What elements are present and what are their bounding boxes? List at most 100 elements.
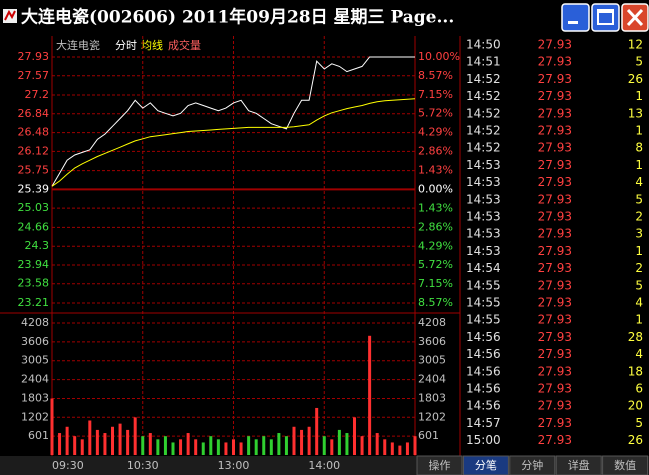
- tick-volume: 20: [628, 399, 643, 413]
- tick-volume: 4: [635, 296, 643, 310]
- y-tick-label: 1202: [21, 410, 49, 423]
- y2-tick-label: 1.43%: [418, 201, 453, 214]
- maximize-button[interactable]: [591, 3, 620, 32]
- y2-tick-label: 3606: [418, 335, 446, 348]
- volume-bar: [186, 433, 190, 455]
- tick-time: 14:53: [466, 175, 501, 189]
- tick-price: 27.93: [538, 433, 572, 447]
- volume-bar: [58, 433, 62, 455]
- volume-bar: [315, 407, 319, 455]
- volume-bar: [111, 426, 114, 455]
- y-tick-label: 3005: [21, 354, 49, 367]
- tick-price: 27.93: [538, 347, 572, 361]
- y2-tick-label: 4.29%: [418, 126, 453, 139]
- tab[interactable]: [602, 455, 649, 475]
- minimize-button[interactable]: [561, 3, 590, 32]
- tick-price: 27.93: [538, 227, 572, 241]
- tick-volume: 4: [635, 347, 643, 361]
- tick-price: 27.93: [538, 89, 572, 103]
- volume-bar: [247, 436, 251, 455]
- tick-volume: 5: [635, 192, 643, 206]
- volume-bar: [73, 436, 77, 455]
- tick-price: 27.93: [538, 399, 572, 413]
- tick-time: 14:56: [466, 347, 501, 361]
- y-tick-label: 25.75: [18, 164, 50, 177]
- tick-volume: 4: [635, 175, 643, 189]
- tab-label[interactable]: 分钟: [521, 458, 543, 472]
- tick-volume: 28: [628, 330, 643, 344]
- volume-bar: [239, 442, 243, 455]
- tick-time: 14:51: [466, 55, 501, 69]
- tick-price: 27.93: [538, 210, 572, 224]
- tab-label[interactable]: 操作: [429, 458, 451, 472]
- tab[interactable]: [462, 455, 509, 475]
- y-tick-label: 24.3: [25, 239, 50, 252]
- tab-label[interactable]: 分笔: [475, 458, 497, 472]
- volume-bar: [383, 439, 387, 455]
- tab[interactable]: [509, 455, 556, 475]
- tick-time: 14:56: [466, 399, 501, 413]
- volume-bar: [375, 433, 379, 455]
- tick-price: 27.93: [538, 192, 572, 206]
- y-tick-label: 4208: [21, 316, 49, 329]
- tick-price: 27.93: [538, 55, 572, 69]
- tick-price: 27.93: [538, 330, 572, 344]
- y-tick-label: 26.84: [18, 107, 50, 120]
- tick-price: 27.93: [538, 296, 572, 310]
- tick-volume: 2: [635, 210, 643, 224]
- price-line: [51, 56, 415, 187]
- y-tick-label: 1803: [21, 391, 49, 404]
- tick-volume: 1: [635, 158, 643, 172]
- y2-tick-label: 4.29%: [418, 239, 453, 252]
- volume-bar: [300, 429, 304, 455]
- tick-price: 27.93: [538, 175, 572, 189]
- tick-price: 27.93: [538, 124, 572, 138]
- volume-bar: [50, 398, 54, 455]
- tick-time: 14:52: [466, 106, 501, 120]
- volume-bar: [118, 423, 122, 455]
- tick-price: 27.93: [538, 382, 572, 396]
- volume-bar: [171, 442, 175, 455]
- y-tick-label: 27.2: [25, 88, 50, 101]
- volume-title: 成交量: [168, 38, 201, 52]
- tick-volume: 1: [635, 313, 643, 327]
- tab-label[interactable]: 数值: [614, 459, 636, 472]
- tab-label[interactable]: 详盘: [568, 458, 590, 472]
- y-tick-label: 25.03: [18, 201, 50, 214]
- volume-bar: [262, 436, 266, 455]
- y2-tick-label: 0.00%: [418, 182, 453, 195]
- tick-volume: 1: [635, 89, 643, 103]
- tick-time: 14:52: [466, 124, 501, 138]
- volume-bar: [337, 429, 341, 455]
- tick-price: 27.93: [538, 244, 572, 258]
- title-bar: [0, 0, 649, 35]
- y2-tick-label: 1803: [418, 391, 446, 404]
- tick-time: 14:55: [466, 296, 501, 310]
- volume-bar: [126, 429, 130, 455]
- y-tick-label: 26.12: [18, 144, 50, 157]
- y2-tick-label: 10.00%: [418, 50, 460, 63]
- tick-time: 14:56: [466, 382, 501, 396]
- x-tick-label: 09:30: [52, 459, 84, 472]
- tick-time: 14:52: [466, 72, 501, 86]
- tick-price: 27.93: [538, 72, 572, 86]
- volume-bar: [216, 439, 220, 455]
- volume-bar: [330, 439, 334, 455]
- tick-time: 14:53: [466, 158, 501, 172]
- volume-bar: [201, 442, 205, 455]
- tick-time: 14:53: [466, 192, 501, 206]
- x-tick-label: 10:30: [127, 459, 159, 472]
- tab[interactable]: [416, 455, 463, 475]
- tick-time: 14:52: [466, 89, 501, 103]
- tick-volume: 1: [635, 244, 643, 258]
- volume-bar: [360, 436, 364, 455]
- close-button[interactable]: [621, 3, 649, 32]
- y2-tick-label: 2.86%: [418, 220, 453, 233]
- legend-entry: 分时: [115, 39, 137, 52]
- volume-bar: [95, 429, 99, 455]
- volume-bar: [398, 445, 402, 455]
- y-tick-label: 27.57: [18, 69, 50, 82]
- tab[interactable]: [555, 455, 602, 475]
- volume-bar: [405, 442, 409, 455]
